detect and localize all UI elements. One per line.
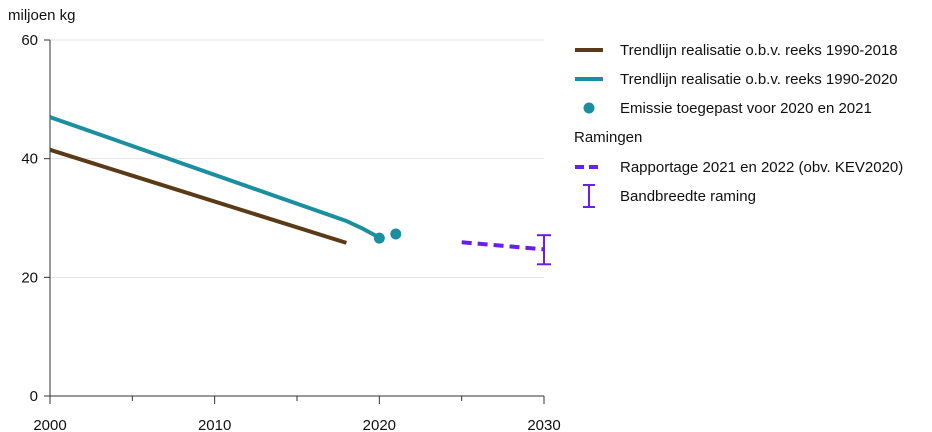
- series-1-line: [49, 115, 381, 240]
- legend-label: Trendlijn realisatie o.b.v. reeks 1990-2…: [620, 71, 898, 88]
- axes: [44, 39, 545, 404]
- legend-dashed-purple: [575, 165, 603, 169]
- legend-label: Bandbreedte raming: [620, 188, 756, 205]
- plot-area: [49, 115, 551, 266]
- legend-label: Rapportage 2021 en 2022 (obv. KEV2020): [620, 159, 904, 176]
- legend-line-brown: [575, 48, 603, 52]
- legend-heading: Ramingen: [574, 129, 643, 146]
- legend-item-trend-2018: Trendlijn realisatie o.b.v. reeks 1990-2…: [570, 36, 898, 65]
- series-2-point: [390, 228, 402, 240]
- x-tick-label: 2000: [33, 417, 66, 432]
- x-tick-label: 2010: [198, 417, 231, 432]
- legend-item-rapportage: Rapportage 2021 en 2022 (obv. KEV2020): [570, 153, 903, 182]
- series-2-point: [373, 232, 385, 244]
- legend: Trendlijn realisatie o.b.v. reeks 1990-2…: [570, 36, 903, 211]
- y-tick-label: 0: [30, 388, 38, 405]
- y-axis-label: miljoen kg: [8, 7, 76, 24]
- legend-item-bandbreedte: Bandbreedte raming: [570, 182, 756, 211]
- y-tick-label: 60: [21, 32, 38, 49]
- gridlines: [50, 39, 544, 278]
- legend-errorbar-purple: [583, 184, 595, 208]
- legend-item-emissie: Emissie toegepast voor 2020 en 2021: [570, 94, 872, 123]
- x-tick-label: 2020: [363, 417, 396, 432]
- y-tick-label: 20: [21, 269, 38, 286]
- legend-item-trend-2020: Trendlijn realisatie o.b.v. reeks 1990-2…: [570, 65, 898, 94]
- legend-dot-teal: [583, 102, 595, 114]
- x-tick-label: 2030: [527, 417, 560, 432]
- legend-line-teal: [575, 77, 603, 81]
- legend-label: Trendlijn realisatie o.b.v. reeks 1990-2…: [620, 42, 898, 59]
- y-tick-label: 40: [21, 151, 38, 168]
- legend-label: Emissie toegepast voor 2020 en 2021: [620, 100, 872, 117]
- series-0-line: [49, 147, 347, 245]
- tick-labels: 0 20 40 60 2000 2010 2020 2030: [21, 32, 560, 432]
- series-3-line: [461, 240, 545, 252]
